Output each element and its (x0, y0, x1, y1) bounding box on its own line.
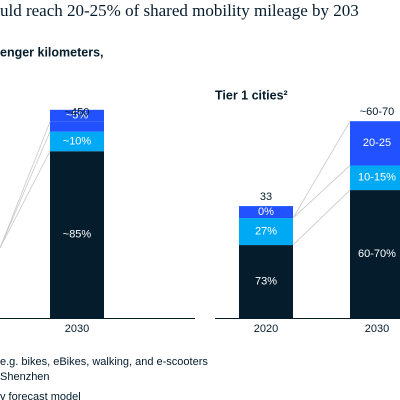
data-label: ~5% (66, 110, 89, 122)
connector (0, 121, 51, 249)
connector (292, 189, 351, 246)
bar-segment (239, 218, 293, 246)
data-label: 10-15% (358, 172, 396, 184)
total-label: ~60-70 (360, 106, 395, 118)
label-background (50, 109, 104, 122)
footnote: Shenzhen (0, 371, 50, 383)
subtitle: enger kilometers, (0, 45, 104, 59)
title: uld reach 20-25% of shared mobility mile… (0, 1, 359, 20)
connector (0, 151, 51, 249)
connector (292, 165, 351, 219)
data-label: 0% (258, 206, 274, 218)
bar-segment (350, 165, 400, 191)
bar-segment (50, 151, 104, 318)
bar-segment (350, 190, 400, 318)
bar-segment (50, 131, 104, 152)
total-label: 33 (260, 191, 272, 203)
bar-segment (239, 245, 293, 318)
bar-segment (350, 121, 400, 166)
data-label: 60-70% (358, 248, 396, 260)
connector (292, 120, 351, 219)
data-label: ~10% (63, 135, 92, 147)
footnote: y forecast model (0, 391, 81, 400)
bar-segment (50, 121, 104, 132)
total-label: ~450 (65, 107, 90, 119)
panel-title: Tier 1 cities² (215, 88, 288, 102)
data-label: 73% (255, 275, 277, 287)
connector (0, 131, 51, 249)
data-label: ~85% (63, 229, 92, 241)
label-background (239, 206, 293, 219)
x-tick-label: 2030 (65, 323, 89, 335)
data-label: 20-25 (363, 137, 391, 149)
x-tick-label: 2020 (254, 323, 278, 335)
footnote: e.g. bikes, eBikes, walking, and e-scoot… (0, 356, 208, 368)
data-label: 27% (255, 225, 277, 237)
x-tick-label: 2030 (365, 323, 389, 335)
